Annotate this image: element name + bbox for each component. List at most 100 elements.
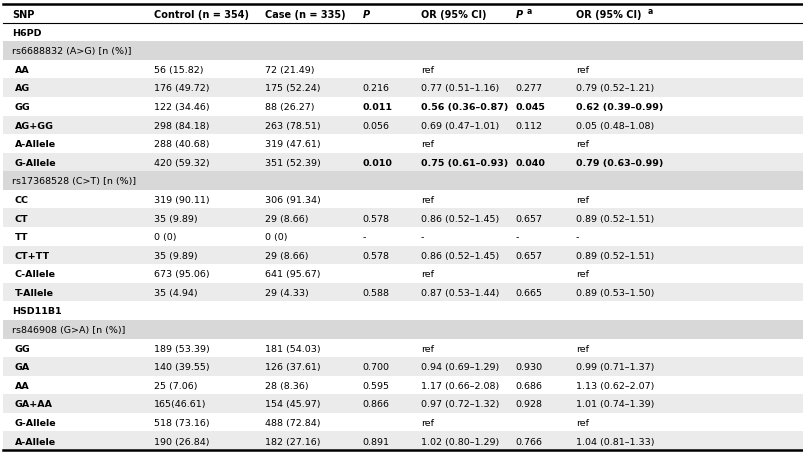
Text: 0.86 (0.52–1.45): 0.86 (0.52–1.45) (421, 251, 499, 260)
Text: 0.86 (0.52–1.45): 0.86 (0.52–1.45) (421, 214, 499, 223)
Text: 0.56 (0.36–0.87): 0.56 (0.36–0.87) (421, 103, 507, 112)
Text: C-Allele: C-Allele (14, 270, 55, 279)
Bar (3, 79, 803, 98)
Text: ref: ref (575, 418, 589, 427)
Text: a: a (647, 7, 652, 15)
Bar (3, 265, 803, 283)
Text: 0.89 (0.53–1.50): 0.89 (0.53–1.50) (575, 288, 654, 297)
Text: ref: ref (421, 418, 434, 427)
Text: 1.02 (0.80–1.29): 1.02 (0.80–1.29) (421, 437, 499, 445)
Text: 0.657: 0.657 (516, 214, 542, 223)
Bar (3, 190, 803, 209)
Text: -: - (421, 233, 424, 242)
Text: 190 (26.84): 190 (26.84) (154, 437, 210, 445)
Text: CT+TT: CT+TT (14, 251, 50, 260)
Text: GA+AA: GA+AA (14, 399, 53, 409)
Text: 29 (8.66): 29 (8.66) (265, 214, 308, 223)
Text: 189 (53.39): 189 (53.39) (154, 344, 210, 353)
Text: A-Allele: A-Allele (14, 437, 56, 445)
Text: H6PD: H6PD (12, 29, 42, 38)
Text: 154 (45.97): 154 (45.97) (265, 399, 320, 409)
Text: ref: ref (575, 66, 589, 75)
Bar (3, 61, 803, 79)
Text: 0.69 (0.47–1.01): 0.69 (0.47–1.01) (421, 121, 499, 131)
Text: 0.216: 0.216 (362, 84, 389, 93)
Text: ref: ref (575, 344, 589, 353)
Text: 673 (95.06): 673 (95.06) (154, 270, 210, 279)
Text: 0.89 (0.52–1.51): 0.89 (0.52–1.51) (575, 251, 654, 260)
Text: 122 (34.46): 122 (34.46) (154, 103, 210, 112)
Text: 140 (39.55): 140 (39.55) (154, 363, 210, 371)
Bar (3, 209, 803, 228)
Text: ref: ref (421, 270, 434, 279)
Text: 0.62 (0.39–0.99): 0.62 (0.39–0.99) (575, 103, 662, 112)
Text: GA: GA (14, 363, 30, 371)
Text: rs17368528 (C>T) [n (%)]: rs17368528 (C>T) [n (%)] (12, 177, 136, 186)
Text: 319 (90.11): 319 (90.11) (154, 196, 210, 205)
Text: 306 (91.34): 306 (91.34) (265, 196, 320, 205)
Bar (3, 135, 803, 153)
Text: 56 (15.82): 56 (15.82) (154, 66, 204, 75)
Bar (3, 431, 803, 450)
Text: 298 (84.18): 298 (84.18) (154, 121, 210, 131)
Text: 351 (52.39): 351 (52.39) (265, 158, 320, 167)
Text: AA: AA (14, 381, 30, 390)
Text: 28 (8.36): 28 (8.36) (265, 381, 308, 390)
Text: 0.045: 0.045 (516, 103, 545, 112)
Bar (3, 320, 803, 339)
Text: a: a (526, 7, 532, 15)
Text: TT: TT (14, 233, 28, 242)
Bar (3, 116, 803, 135)
Text: 1.04 (0.81–1.33): 1.04 (0.81–1.33) (575, 437, 654, 445)
Text: 0.011: 0.011 (362, 103, 392, 112)
Text: 0.112: 0.112 (516, 121, 542, 131)
Text: 176 (49.72): 176 (49.72) (154, 84, 210, 93)
Text: 288 (40.68): 288 (40.68) (154, 140, 210, 149)
Text: 0.277: 0.277 (516, 84, 542, 93)
Text: Control (n = 354): Control (n = 354) (154, 10, 249, 20)
Text: 0.05 (0.48–1.08): 0.05 (0.48–1.08) (575, 121, 654, 131)
Text: ref: ref (421, 66, 434, 75)
Text: 0.686: 0.686 (516, 381, 542, 390)
Text: 0.766: 0.766 (516, 437, 542, 445)
Text: HSD11B1: HSD11B1 (12, 307, 62, 316)
Text: 0.930: 0.930 (516, 363, 542, 371)
Text: 0.578: 0.578 (362, 214, 389, 223)
Text: AG: AG (14, 84, 30, 93)
Text: G-Allele: G-Allele (14, 158, 56, 167)
Text: 0.77 (0.51–1.16): 0.77 (0.51–1.16) (421, 84, 499, 93)
Text: 182 (27.16): 182 (27.16) (265, 437, 320, 445)
Text: 0.99 (0.71–1.37): 0.99 (0.71–1.37) (575, 363, 654, 371)
Text: ref: ref (421, 196, 434, 205)
Bar (3, 172, 803, 190)
Text: OR (95% CI): OR (95% CI) (575, 10, 641, 20)
Text: 0.87 (0.53–1.44): 0.87 (0.53–1.44) (421, 288, 499, 297)
Text: 1.01 (0.74–1.39): 1.01 (0.74–1.39) (575, 399, 654, 409)
Text: 25 (7.06): 25 (7.06) (154, 381, 198, 390)
Text: 35 (9.89): 35 (9.89) (154, 251, 198, 260)
Text: 0.578: 0.578 (362, 251, 389, 260)
Text: SNP: SNP (12, 10, 35, 20)
Text: OR (95% CI): OR (95% CI) (421, 10, 486, 20)
Text: -: - (575, 233, 579, 242)
Text: 35 (4.94): 35 (4.94) (154, 288, 198, 297)
Text: GG: GG (14, 344, 31, 353)
Text: 0.595: 0.595 (362, 381, 389, 390)
Text: rs846908 (G>A) [n (%)]: rs846908 (G>A) [n (%)] (12, 325, 125, 334)
Text: 1.13 (0.62–2.07): 1.13 (0.62–2.07) (575, 381, 654, 390)
Text: 488 (72.84): 488 (72.84) (265, 418, 320, 427)
Text: -: - (362, 233, 365, 242)
Bar (3, 302, 803, 320)
Text: 0.866: 0.866 (362, 399, 389, 409)
Text: 420 (59.32): 420 (59.32) (154, 158, 210, 167)
Text: 0 (0): 0 (0) (154, 233, 177, 242)
Text: 181 (54.03): 181 (54.03) (265, 344, 320, 353)
Text: T-Allele: T-Allele (14, 288, 54, 297)
Text: 0.89 (0.52–1.51): 0.89 (0.52–1.51) (575, 214, 654, 223)
Text: 0.010: 0.010 (362, 158, 392, 167)
Bar (3, 153, 803, 172)
Text: 0 (0): 0 (0) (265, 233, 287, 242)
Bar (3, 228, 803, 246)
Text: 88 (26.27): 88 (26.27) (265, 103, 314, 112)
Text: 29 (8.66): 29 (8.66) (265, 251, 308, 260)
